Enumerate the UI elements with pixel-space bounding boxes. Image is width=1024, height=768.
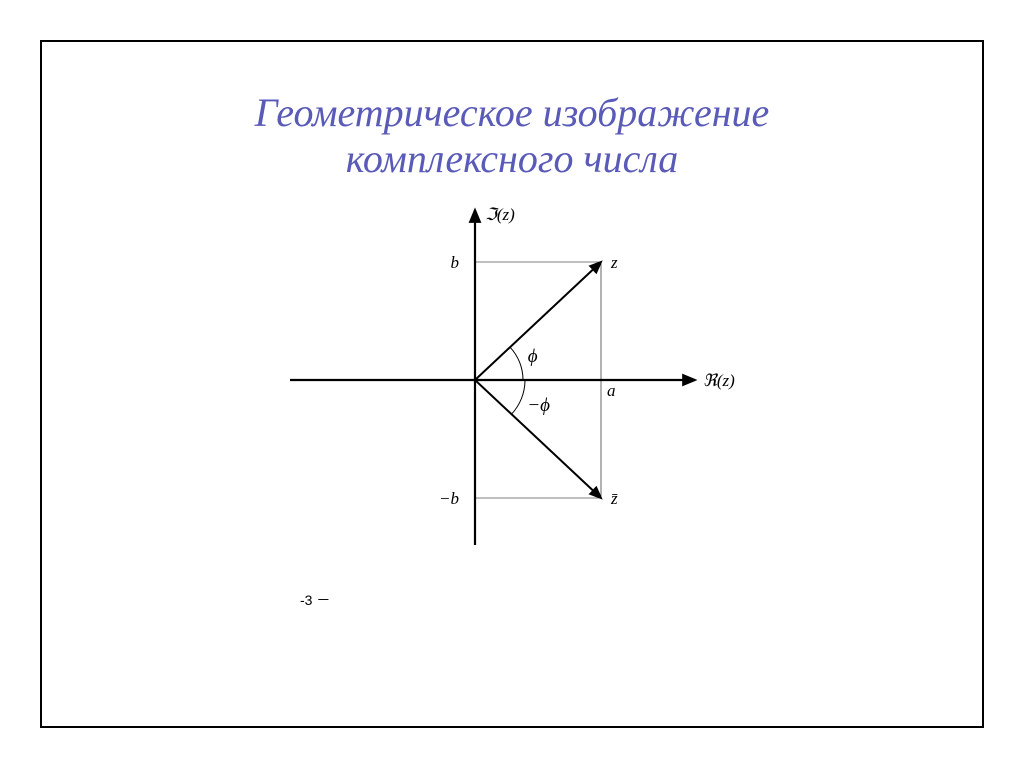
slide-title: Геометрическое изображение комплексного … xyxy=(0,90,1024,182)
b-label: b xyxy=(451,253,460,272)
phi-label: ϕ xyxy=(528,346,538,367)
page-number-text: -3 － xyxy=(300,592,330,608)
re-axis-label: ℜ(z) xyxy=(703,371,735,390)
arc-phi xyxy=(510,347,523,380)
z-conj-label: z̄ xyxy=(610,489,618,508)
a-label: a xyxy=(607,381,616,400)
title-line-2: комплексного числа xyxy=(346,136,679,181)
title-line-1: Геометрическое изображение xyxy=(255,90,770,135)
neg-b-label: −b xyxy=(439,489,459,508)
neg-phi-label: −ϕ xyxy=(527,395,550,416)
vector-z xyxy=(475,262,601,380)
page-number-label: -3 － xyxy=(300,590,330,610)
arc-neg-phi xyxy=(511,380,525,414)
z-label: z xyxy=(610,253,618,272)
complex-plane-diagram: ℑ(z) ℜ(z) z z̄ b −b a ϕ −ϕ xyxy=(265,190,735,570)
im-axis-label: ℑ(z) xyxy=(485,205,515,224)
